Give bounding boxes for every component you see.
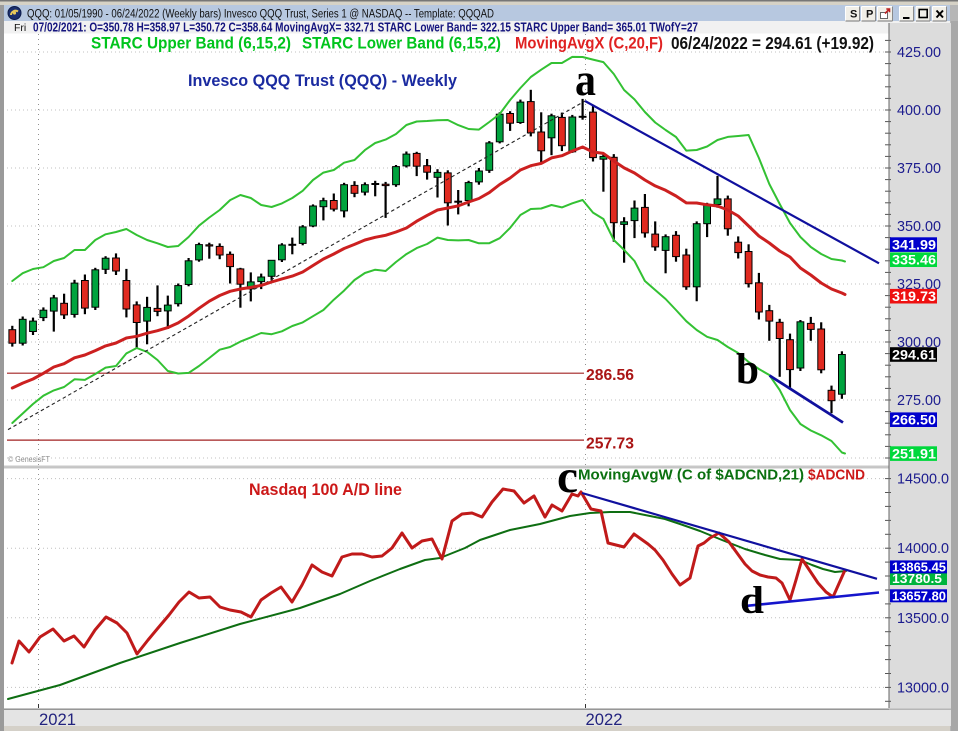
svg-text:MovingAvgW (C of $ADCND,21): MovingAvgW (C of $ADCND,21) <box>578 467 804 484</box>
svg-text:a: a <box>575 54 596 106</box>
svg-text:S: S <box>850 9 857 21</box>
svg-text:251.91: 251.91 <box>892 446 937 461</box>
svg-text:06/24/2022 = 294.61 (+19.92): 06/24/2022 = 294.61 (+19.92) <box>671 33 874 53</box>
svg-text:b: b <box>736 346 759 393</box>
svg-text:14500.0: 14500.0 <box>897 471 949 488</box>
svg-text:QQQ: 01/05/1990 - 06/24/2022: QQQ: 01/05/1990 - 06/24/2022 (Weekly bar… <box>27 9 494 21</box>
svg-text:STARC Lower Band (6,15,2): STARC Lower Band (6,15,2) <box>302 34 501 53</box>
svg-text:c: c <box>557 451 578 503</box>
svg-text:425.00: 425.00 <box>897 44 941 61</box>
svg-text:13780.5: 13780.5 <box>892 571 942 586</box>
svg-text:13657.80: 13657.80 <box>892 588 946 603</box>
svg-text:07/02/2021: O=350.78 H=358.9: 07/02/2021: O=350.78 H=358.97 L=350.72 C… <box>33 21 698 35</box>
svg-text:13865.45: 13865.45 <box>892 559 946 574</box>
svg-text:P: P <box>866 9 873 21</box>
svg-text:Fri: Fri <box>14 22 26 34</box>
svg-text:2022: 2022 <box>586 710 623 729</box>
svg-text:MovingAvgX (C,20,F): MovingAvgX (C,20,F) <box>515 34 663 53</box>
svg-text:13000.0: 13000.0 <box>897 679 949 696</box>
svg-text:335.46: 335.46 <box>892 253 937 268</box>
svg-text:300.00: 300.00 <box>897 334 941 351</box>
svg-text:325.00: 325.00 <box>897 276 941 293</box>
svg-text:Nasdaq 100 A/D line: Nasdaq 100 A/D line <box>249 481 402 499</box>
svg-text:Invesco QQQ Trust (QQQ) - Week: Invesco QQQ Trust (QQQ) - Weekly <box>188 71 458 90</box>
svg-text:$ADCND: $ADCND <box>808 467 865 484</box>
svg-text:341.99: 341.99 <box>892 237 936 252</box>
svg-text:2021: 2021 <box>39 710 76 729</box>
svg-text:13500.0: 13500.0 <box>897 610 949 627</box>
svg-text:257.73: 257.73 <box>586 436 634 453</box>
svg-text:275.00: 275.00 <box>897 392 941 409</box>
svg-text:d: d <box>740 579 764 622</box>
svg-text:© GenesisFT: © GenesisFT <box>8 455 50 464</box>
svg-text:400.00: 400.00 <box>897 102 941 119</box>
svg-text:14000.0: 14000.0 <box>897 540 949 557</box>
svg-text:294.61: 294.61 <box>892 347 937 362</box>
svg-text:375.00: 375.00 <box>897 160 941 177</box>
svg-text:266.50: 266.50 <box>892 413 936 428</box>
svg-text:350.00: 350.00 <box>897 218 941 235</box>
svg-text:286.56: 286.56 <box>586 367 634 384</box>
svg-text:319.73: 319.73 <box>892 289 937 304</box>
svg-text:STARC Upper Band (6,15,2): STARC Upper Band (6,15,2) <box>91 34 291 53</box>
